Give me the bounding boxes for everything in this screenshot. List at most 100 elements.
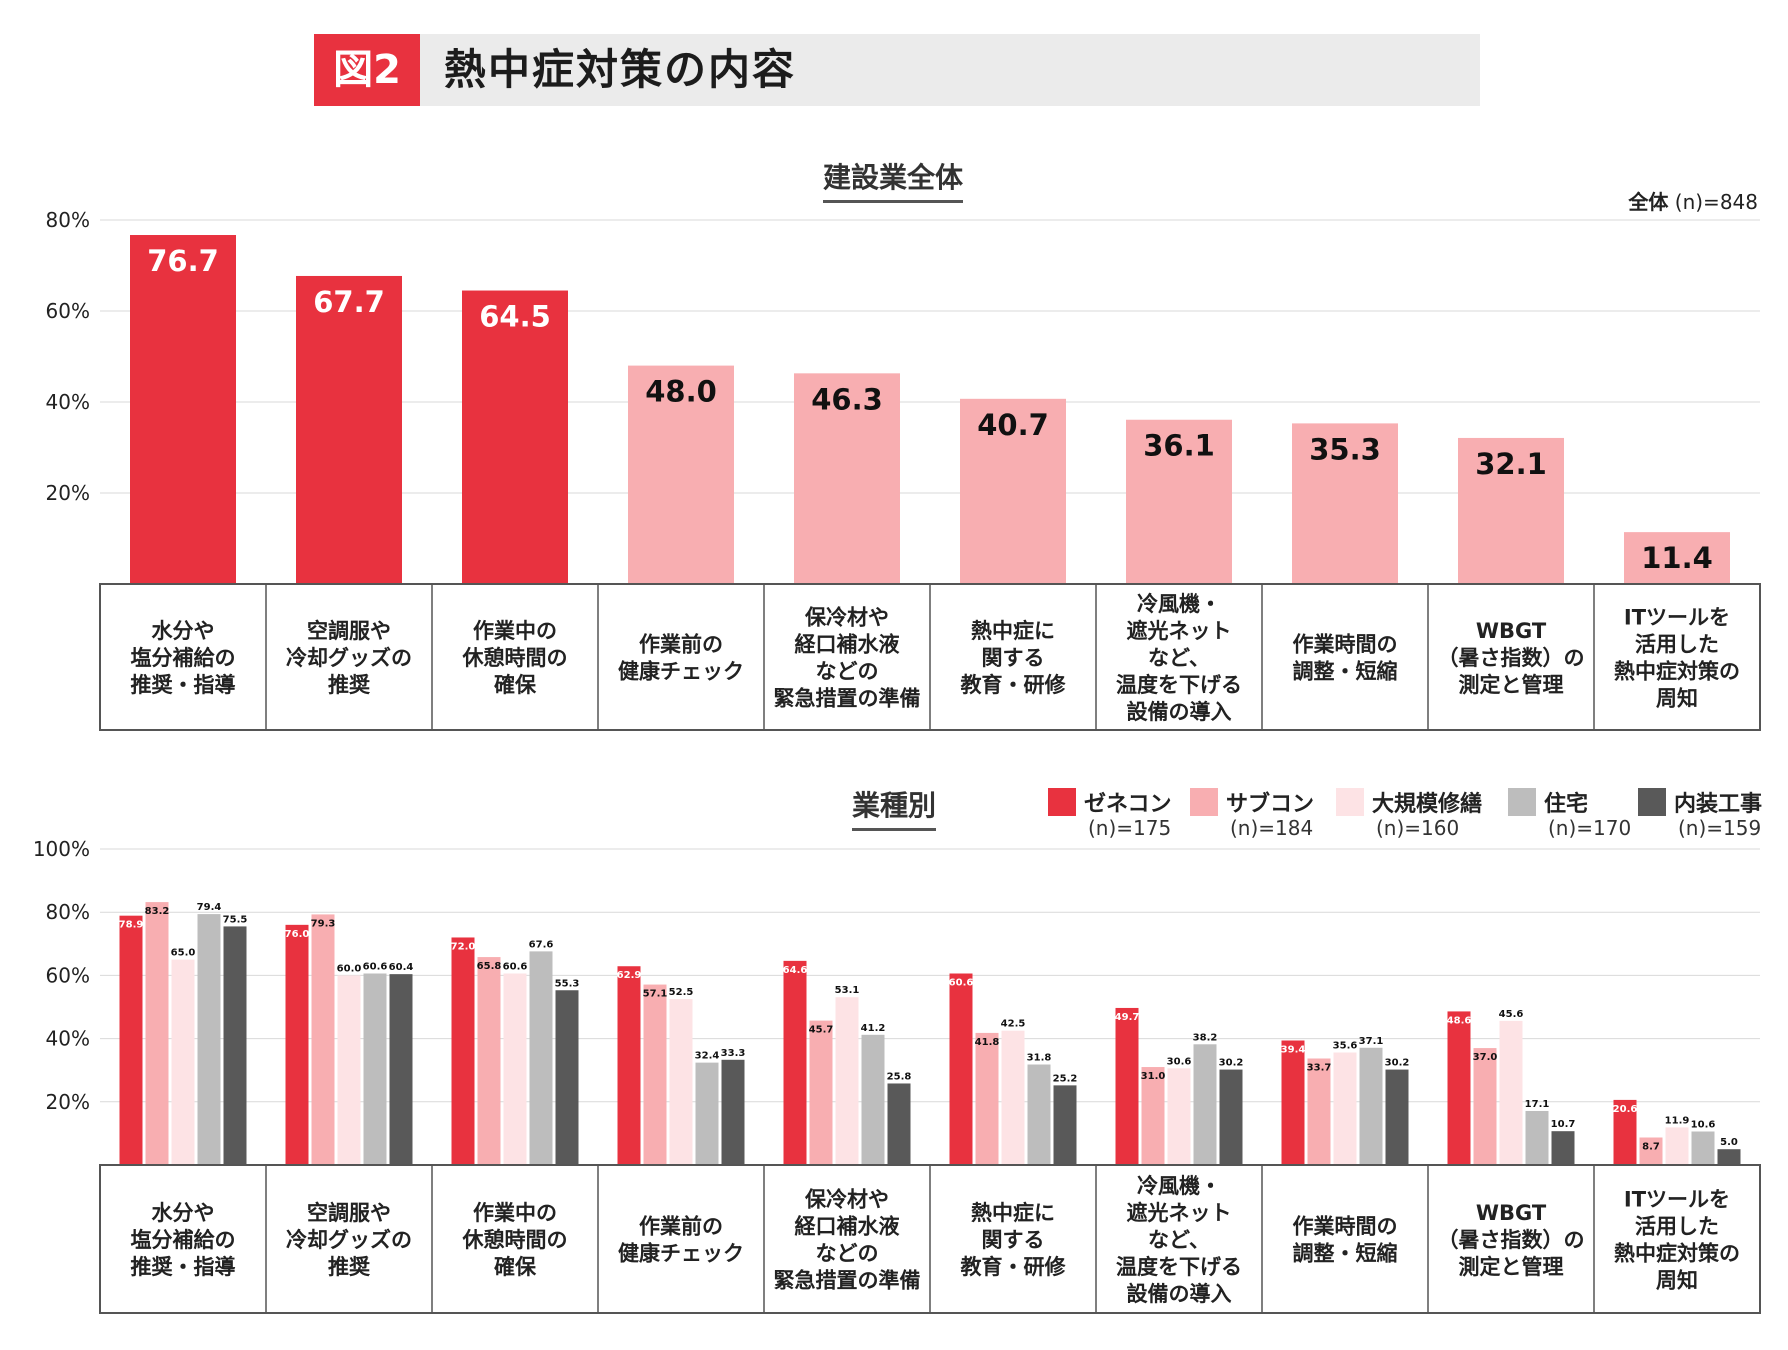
- chart2-bar: [1141, 1067, 1165, 1165]
- legend-n-interior: (n)=159: [1678, 816, 1762, 840]
- chart1-ytick-label: 20%: [46, 481, 90, 505]
- chart2-value-label: 79.4: [197, 902, 222, 913]
- legend-swatch-zenecon: [1048, 788, 1076, 816]
- chart2-value-label: 76.0: [285, 929, 310, 940]
- chart2-value-label: 79.3: [311, 918, 336, 929]
- chart2-value-label: 25.8: [887, 1071, 912, 1082]
- chart2-value-label: 60.6: [503, 962, 528, 973]
- chart2-bar: [1307, 1058, 1331, 1165]
- legend-n-renovation: (n)=160: [1376, 816, 1460, 840]
- chart2-value-label: 45.6: [1499, 1009, 1524, 1020]
- chart1-bar: [960, 398, 1066, 584]
- chart2-value-label: 30.6: [1167, 1056, 1192, 1067]
- chart1-category-line: 調整・短縮: [1293, 660, 1398, 684]
- chart2-ytick-label: 100%: [33, 837, 90, 861]
- chart2-value-label: 45.7: [809, 1025, 834, 1036]
- chart1-category-line: 熱中症に: [971, 619, 1055, 643]
- chart1-category-line: 推奨: [328, 673, 371, 697]
- chart1-category-line: 関する: [982, 646, 1045, 670]
- chart2-category-line: 休憩時間の: [462, 1228, 568, 1252]
- chart2-value-label: 35.6: [1333, 1041, 1358, 1052]
- chart2-category-line: 作業前の: [639, 1215, 723, 1239]
- chart2-bar: [809, 1020, 833, 1165]
- chart2-category-line: 活用した: [1635, 1215, 1719, 1239]
- chart2-value-label: 33.3: [721, 1048, 746, 1059]
- chart2-bar: [1473, 1048, 1497, 1165]
- chart2-value-label: 78.9: [119, 920, 144, 931]
- chart2-bar: [783, 960, 807, 1165]
- chart1-category-line: など、: [1148, 646, 1210, 670]
- chart1-category-line: 健康チェック: [618, 660, 744, 684]
- chart1-value-label: 64.5: [479, 300, 551, 334]
- figure-header: 図2 熱中症対策の内容: [314, 34, 1480, 106]
- chart2-value-label: 37.0: [1473, 1052, 1498, 1063]
- chart2-category-label: 空調服や冷却グッズの推奨: [286, 1201, 412, 1279]
- legend-label-interior: 内装工事: [1674, 792, 1763, 817]
- chart1-category-line: 熱中症対策の: [1614, 660, 1740, 684]
- chart1-category-line: 確保: [494, 673, 537, 697]
- chart2-bar: [1665, 1127, 1689, 1165]
- chart1-category-line: ITツールを: [1624, 606, 1730, 630]
- chart2-value-label: 42.5: [1001, 1019, 1026, 1030]
- chart2-value-label: 30.2: [1385, 1058, 1410, 1069]
- chart2-value-label: 60.4: [389, 962, 414, 973]
- legend-label-renovation: 大規模修繕: [1372, 792, 1483, 817]
- chart2-category-label: 作業前の健康チェック: [618, 1215, 744, 1266]
- chart2-category-line: 熱中症対策の: [1614, 1242, 1740, 1266]
- chart2-bar: [1115, 1007, 1139, 1165]
- chart2-bar: [1281, 1040, 1305, 1165]
- chart1-value-label: 35.3: [1309, 432, 1381, 466]
- chart1-category-line: 冷風機・: [1137, 592, 1221, 616]
- chart2-value-label: 64.6: [783, 965, 808, 976]
- chart2-bar: [861, 1034, 885, 1165]
- chart1-category-line: 水分や: [152, 619, 215, 643]
- chart2-bar: [949, 973, 973, 1165]
- chart1-category-line: 塩分補給の: [131, 646, 236, 670]
- chart1-category-line: 緊急措置の準備: [774, 687, 921, 711]
- chart2-ytick-label: 80%: [46, 900, 90, 924]
- chart2-category-line: 作業中の: [473, 1201, 557, 1225]
- chart2-category-line: 水分や: [152, 1201, 215, 1225]
- chart2-category-label: 作業中の休憩時間の確保: [462, 1201, 568, 1279]
- chart1-category-line: 教育・研修: [961, 673, 1067, 697]
- chart2-bar: [197, 914, 221, 1165]
- chart1-category-label: 作業中の休憩時間の確保: [462, 619, 568, 697]
- chart1-category-line: 遮光ネット: [1127, 619, 1232, 643]
- chart1-bar: [628, 365, 734, 584]
- chart1-title: 建設業全体: [823, 156, 964, 203]
- chart2-category-line: 推奨・指導: [131, 1255, 236, 1279]
- chart2-category-line: 塩分補給の: [131, 1228, 236, 1252]
- chart2-category-line: 調整・短縮: [1293, 1242, 1398, 1266]
- chart2-bar: [887, 1083, 911, 1165]
- sample-note-rest: (n)=848: [1668, 190, 1758, 214]
- chart2-category-line: 熱中症に: [971, 1201, 1055, 1225]
- chart2-bar: [669, 999, 693, 1165]
- chart2-category-label: 作業時間の調整・短縮: [1293, 1215, 1398, 1266]
- chart2-value-label: 60.0: [337, 963, 362, 974]
- chart2-bar: [1613, 1099, 1637, 1165]
- chart2-bar: [477, 957, 501, 1165]
- chart2-category-line: などの: [816, 1242, 879, 1266]
- chart1-category-label: 熱中症に関する教育・研修: [961, 619, 1067, 697]
- chart2-value-label: 60.6: [949, 978, 974, 989]
- chart1-category-line: 冷却グッズの: [286, 646, 412, 670]
- chart1-category-line: （暑さ指数）の: [1438, 646, 1585, 670]
- chart1-value-label: 46.3: [811, 382, 883, 416]
- chart1-category-label: WBGT （暑さ指数）の測定と管理: [1438, 619, 1585, 697]
- chart2-bar: [643, 984, 667, 1165]
- chart1-category-label: 水分や塩分補給の推奨・指導: [131, 619, 236, 697]
- chart2-value-label: 20.6: [1613, 1104, 1638, 1115]
- chart2-bar: [695, 1062, 719, 1165]
- chart2-bar: [1691, 1131, 1715, 1165]
- chart1-category-label: 保冷材や経口補水液などの緊急措置の準備: [774, 606, 921, 711]
- chart1-bar: [794, 373, 900, 584]
- chart2-value-label: 62.9: [617, 970, 642, 981]
- chart2-bar: [171, 959, 195, 1165]
- chart1-category-line: WBGT: [1476, 619, 1547, 643]
- chart2-bar: [1053, 1085, 1077, 1165]
- chart2-value-label: 41.8: [975, 1037, 1000, 1048]
- chart1-category-label: 作業時間の調整・短縮: [1293, 633, 1398, 684]
- chart2-category-line: 推奨: [328, 1255, 371, 1279]
